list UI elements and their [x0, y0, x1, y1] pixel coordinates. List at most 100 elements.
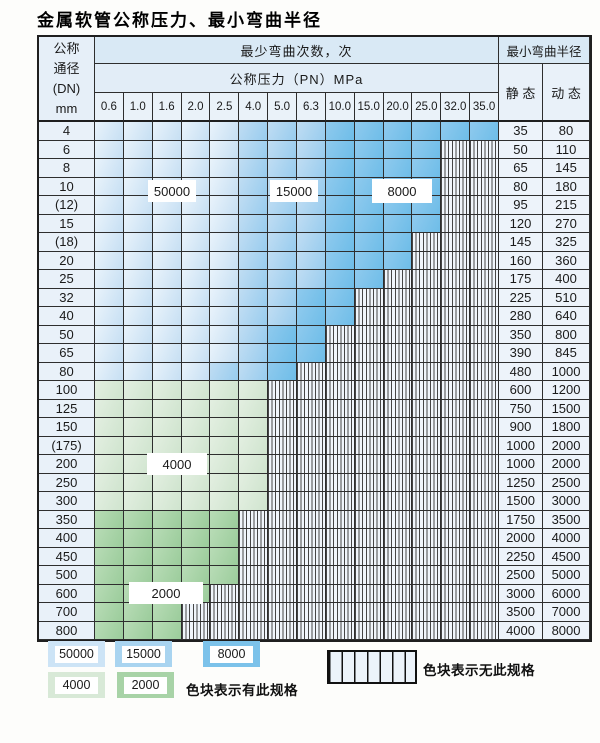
spec-cell — [152, 566, 182, 585]
dn-header-line: 公称 — [53, 40, 80, 56]
spec-cell — [354, 140, 384, 159]
spec-cell — [412, 251, 442, 270]
spec-cell — [152, 307, 182, 326]
spec-cell — [95, 566, 124, 585]
spec-cell — [441, 381, 471, 400]
spec-cell — [325, 196, 355, 215]
spec-cell — [123, 270, 153, 289]
spec-cell — [181, 418, 211, 437]
spec-cell — [412, 122, 442, 141]
spec-cell — [470, 233, 500, 252]
spec-cell — [325, 325, 355, 344]
spec-cell — [325, 473, 355, 492]
spec-cell — [239, 399, 269, 418]
spec-cell — [239, 529, 269, 548]
spec-cell — [325, 455, 355, 474]
dn-cell: 32 — [39, 288, 95, 307]
spec-cell — [95, 214, 124, 233]
dn-cell: 8 — [39, 159, 95, 178]
spec-cell — [210, 251, 240, 270]
spec-cell — [383, 510, 413, 529]
page-title: 金属软管公称压力、最小弯曲半径 — [37, 11, 322, 30]
spec-cell — [470, 362, 500, 381]
legend-swatch-50000: 50000 — [48, 641, 105, 667]
spec-cell — [210, 436, 240, 455]
spec-cell — [210, 566, 240, 585]
spec-cell — [412, 529, 442, 548]
spec-cell — [95, 584, 124, 603]
spec-cell — [181, 307, 211, 326]
spec-cell — [470, 455, 500, 474]
spec-cell — [297, 621, 326, 640]
spec-cell — [470, 547, 500, 566]
spec-cell — [181, 547, 211, 566]
spec-cell — [268, 381, 298, 400]
spec-cell — [239, 603, 269, 622]
spec-cell — [412, 436, 442, 455]
spec-cell — [354, 307, 384, 326]
spec-cell — [470, 307, 500, 326]
spec-cell — [383, 492, 413, 511]
spec-cell — [470, 159, 500, 178]
spec-cell — [297, 288, 326, 307]
spec-cell — [123, 325, 153, 344]
spec-cell — [152, 214, 182, 233]
spec-cell — [268, 214, 298, 233]
spec-cell — [152, 621, 182, 640]
spec-cell — [123, 547, 153, 566]
spec-cell — [441, 251, 471, 270]
spec-cell — [383, 399, 413, 418]
spec-cell — [268, 584, 298, 603]
spec-cell — [383, 381, 413, 400]
spec-cell — [152, 547, 182, 566]
spec-cell — [325, 233, 355, 252]
spec-cell — [383, 603, 413, 622]
spec-cell — [412, 547, 442, 566]
spec-cell — [412, 233, 442, 252]
dn-header-cell: 公称 通径 (DN) mm — [39, 37, 95, 122]
spec-cell — [383, 214, 413, 233]
spec-cell — [354, 325, 384, 344]
dn-cell: 25 — [39, 270, 95, 289]
spec-cell — [470, 288, 500, 307]
spec-cell — [441, 455, 471, 474]
dn-cell: 350 — [39, 510, 95, 529]
spec-cell — [123, 122, 153, 141]
spec-cell — [210, 307, 240, 326]
spec-cell — [412, 381, 442, 400]
spec-cell — [95, 196, 124, 215]
static-radius-cell: 175 — [499, 270, 544, 289]
spec-cell — [210, 325, 240, 344]
spec-cell — [95, 492, 124, 511]
spec-cell — [412, 159, 442, 178]
spec-cell — [210, 270, 240, 289]
static-radius-cell: 480 — [499, 362, 544, 381]
dn-cell: 80 — [39, 362, 95, 381]
spec-cell — [95, 473, 124, 492]
spec-cell — [354, 510, 384, 529]
spec-cell — [412, 566, 442, 585]
spec-cell — [441, 307, 471, 326]
spec-cell — [95, 233, 124, 252]
dn-cell: 4 — [39, 122, 95, 141]
spec-cell — [412, 344, 442, 363]
spec-cell — [239, 251, 269, 270]
static-radius-cell: 1250 — [499, 473, 544, 492]
spec-cell — [210, 510, 240, 529]
spec-cell — [412, 288, 442, 307]
spec-cell — [123, 288, 153, 307]
spec-cell — [383, 436, 413, 455]
dn-cell: 200 — [39, 455, 95, 474]
spec-cell — [297, 529, 326, 548]
spec-cell — [210, 122, 240, 141]
dynamic-radius-cell: 3500 — [543, 510, 591, 529]
spec-cell — [325, 603, 355, 622]
legend-swatch-value: 2000 — [124, 676, 167, 694]
spec-cell — [181, 344, 211, 363]
spec-cell — [441, 270, 471, 289]
pressure-header: 公称压力（PN）MPa — [95, 64, 500, 93]
spec-cell — [181, 362, 211, 381]
spec-cell — [210, 529, 240, 548]
spec-cell — [470, 473, 500, 492]
spec-cell — [210, 455, 240, 474]
